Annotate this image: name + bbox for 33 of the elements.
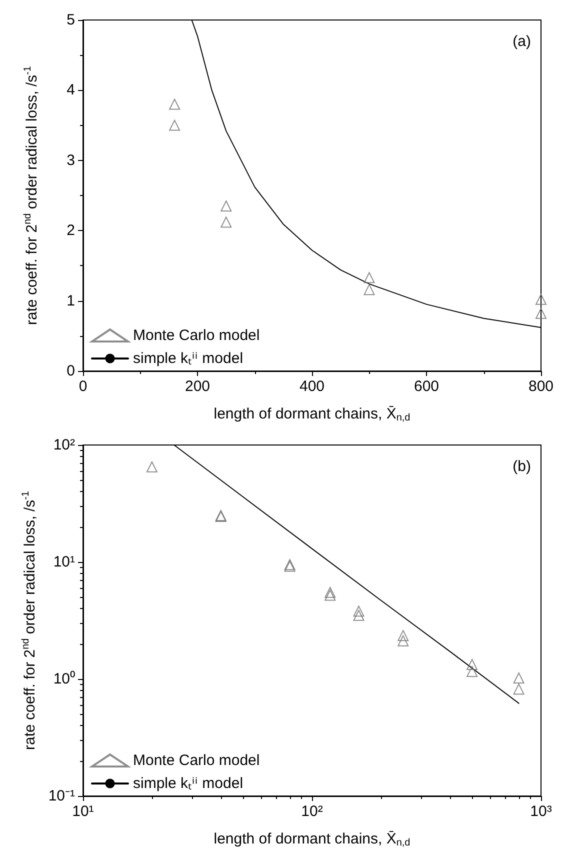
y-tick-label: 3 (66, 152, 75, 169)
x-tick-label: 10³ (530, 803, 552, 820)
y-tick-label: 10² (53, 436, 75, 454)
x-tick-label: 200 (184, 378, 210, 395)
point (220, 200, 232, 212)
point (536, 308, 546, 319)
annotation: (b) (512, 458, 532, 475)
y-tick-label: 4 (66, 82, 75, 99)
y-tick-label: 0 (66, 362, 75, 380)
y-tick-label: 10¹ (53, 554, 75, 570)
legend-label: simple kₜⁱⁱ model (133, 350, 244, 367)
point (364, 272, 375, 284)
point (220, 216, 232, 228)
point (364, 284, 375, 296)
y-tick-label: 10⁰ (53, 670, 75, 688)
y-tick-label: 1 (66, 292, 75, 310)
annotation: (a) (512, 33, 532, 50)
y-axis-title: rate coeff. for 2nd order radical loss, /s-1 (20, 490, 38, 750)
x-tick-label: 600 (414, 378, 440, 395)
y-tick-label: 10⁻¹ (48, 788, 75, 804)
x-tick-label: 400 (299, 378, 325, 395)
y-tick-label: 5 (66, 12, 75, 28)
legend-label: simple kₜⁱⁱ model (133, 775, 244, 792)
y-tick-label: 2 (66, 222, 75, 240)
point (169, 120, 180, 131)
legend-label: Monte Carlo model (133, 752, 260, 769)
legend-label: Monte Carlo model (133, 327, 260, 344)
point (536, 294, 546, 305)
y-axis-title: rate coeff. for 2nd order radical loss, /s-1 (22, 66, 40, 326)
x-tick-label: 800 (528, 378, 554, 395)
point (169, 98, 180, 110)
x-tick-label: 10² (301, 803, 323, 820)
x-tick-label: 0 (78, 378, 88, 395)
